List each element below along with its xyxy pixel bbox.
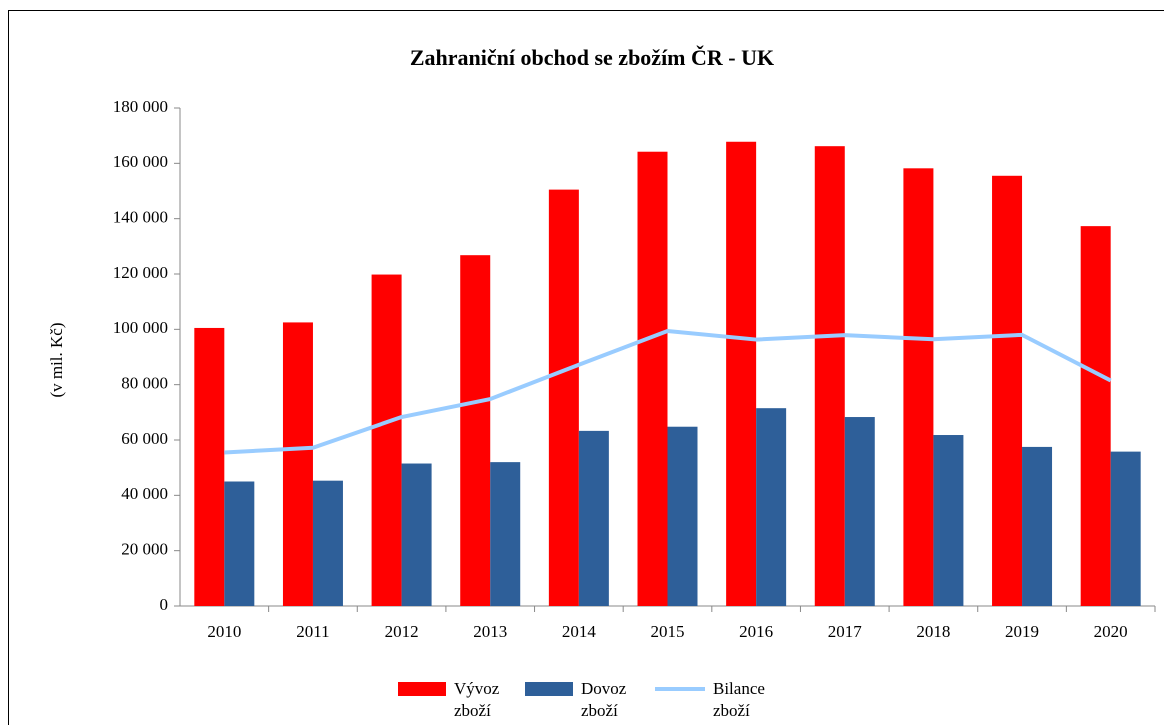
bar [490,462,521,606]
legend-label: Bilance zboží [713,679,765,720]
x-tick-label: 2018 [916,622,950,641]
bar [1110,451,1141,606]
legend-swatch [398,682,446,696]
bar [726,141,757,606]
legend-swatch [655,687,705,691]
bar [578,430,609,606]
y-tick-label: 0 [160,595,169,614]
y-tick-label: 40 000 [121,484,168,503]
x-tick-label: 2012 [385,622,419,641]
legend-item: Bilance zboží [655,678,773,722]
y-tick-label: 20 000 [121,540,168,559]
x-tick-label: 2020 [1094,622,1128,641]
bar [1022,446,1053,606]
bar [194,327,225,606]
line [224,328,1112,455]
bar [637,151,668,607]
bar [282,322,313,606]
bar [756,408,787,606]
y-tick-label: 120 000 [113,263,168,282]
bar [814,146,845,606]
x-tick-label: 2014 [562,622,597,641]
bar [460,255,491,607]
bar [903,168,934,606]
bar [371,274,402,606]
chart-title: Zahraniční obchod se zbožím ČR - UK [410,45,774,70]
y-tick-label: 160 000 [113,152,168,171]
legend-swatch [525,682,573,696]
x-tick-label: 2015 [651,622,685,641]
bar [312,480,343,606]
x-tick-label: 2016 [739,622,773,641]
x-tick-label: 2011 [296,622,329,641]
x-tick-label: 2019 [1005,622,1039,641]
legend-label: Dovoz zboží [581,679,627,720]
frame [8,10,1164,725]
bar [401,463,432,606]
bar [1080,226,1111,607]
x-tick-label: 2010 [207,622,241,641]
bar [224,481,255,606]
y-tick-label: 100 000 [113,318,168,337]
legend-label: Vývoz zboží [454,679,500,720]
y-axis-label: (v mil. Kč) [47,322,66,397]
bar [933,435,964,606]
y-tick-label: 80 000 [121,374,168,393]
bar [844,417,875,606]
y-tick-label: 140 000 [113,208,168,227]
legend-item: Dovoz zboží [525,678,641,722]
bar [667,426,698,606]
y-tick-label: 180 000 [113,97,168,116]
x-tick-label: 2017 [828,622,863,641]
legend-item: Vývoz zboží [398,678,514,722]
bar [992,175,1023,607]
y-tick-label: 60 000 [121,429,168,448]
bar [548,189,579,606]
x-tick-label: 2013 [473,622,507,641]
